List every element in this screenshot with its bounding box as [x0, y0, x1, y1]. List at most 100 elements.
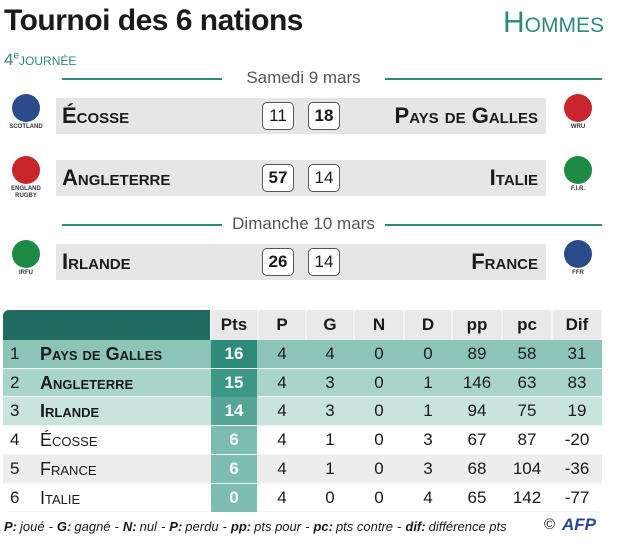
table-cell: 0 [423, 344, 433, 363]
table-cell: 0 [374, 344, 384, 363]
table-cell: 6 [211, 426, 257, 455]
away-team: Pays de Galles [394, 103, 538, 128]
legend-key: P: [169, 519, 183, 534]
match-band [56, 160, 546, 196]
logo-emblem [564, 240, 592, 268]
legend-text: pts pour [254, 519, 302, 534]
team-logo: IRFU [4, 240, 48, 286]
table-row [3, 426, 602, 454]
table-cell: 1 [423, 372, 433, 392]
team-logo: F.I.R. [556, 156, 600, 202]
legend-text: joué [20, 519, 45, 534]
rank: 5 [10, 458, 20, 478]
home-score: 57 [262, 164, 294, 192]
table-cell: 67 [467, 430, 487, 450]
table-cell: 83 [567, 372, 587, 392]
column-header: P [259, 310, 305, 340]
logo-emblem [12, 94, 40, 122]
table-cell: 1 [423, 401, 433, 421]
legend-key: pp: [230, 519, 252, 534]
logo-text: ENGLAND RUGBY [11, 186, 41, 199]
table-cell: -20 [564, 430, 590, 450]
round-suffix: e [13, 50, 20, 62]
table-cell: 19 [567, 401, 587, 421]
table-row [3, 397, 602, 426]
table-cell: 31 [567, 344, 587, 363]
table-row [3, 368, 602, 397]
table-cell: 58 [517, 344, 537, 363]
table-cell: 3 [423, 458, 433, 478]
credit: AFP [562, 515, 596, 534]
table-cell: 89 [467, 344, 487, 363]
logo-emblem [12, 156, 40, 184]
match-band [56, 244, 546, 280]
rank: 4 [10, 430, 20, 450]
away-score: 14 [308, 164, 340, 192]
column-header: D [405, 310, 451, 340]
logo-emblem [564, 94, 592, 122]
logo-emblem [564, 156, 592, 184]
table-cell: 4 [277, 458, 287, 478]
separator: - [305, 519, 310, 534]
table-cell: 3 [423, 430, 433, 450]
table-cell: 94 [467, 401, 487, 421]
round: 4ejournée [4, 50, 76, 70]
home-team: Irlande [62, 249, 131, 274]
table-cell: 68 [467, 458, 487, 478]
rank: 3 [10, 401, 20, 421]
table-cell: 4 [277, 487, 287, 507]
table-cell: 3 [325, 372, 335, 392]
column-header: Dif [553, 310, 601, 340]
legend-text: perdu [185, 519, 219, 534]
team-name: Irlande [40, 401, 100, 422]
legend-text: différence pts [428, 519, 507, 534]
away-score: 18 [308, 102, 340, 130]
table-cell: -36 [564, 458, 590, 478]
table-cell: 0 [374, 372, 384, 392]
column-header: Pts [211, 310, 257, 340]
table-cell: 14 [211, 397, 257, 426]
date-rule [385, 78, 602, 80]
home-team: Angleterre [62, 165, 171, 190]
table-cell: 0 [374, 430, 384, 450]
column-header: G [307, 310, 353, 340]
table-cell: 4 [325, 344, 335, 363]
table-cell: 146 [462, 372, 492, 392]
legend-text: nul [139, 519, 157, 534]
team-name: Écosse [40, 430, 98, 451]
legend-key: N: [122, 519, 137, 534]
team-name: Italie [40, 487, 81, 508]
table-row [3, 454, 602, 483]
footer-legend: P: joué - G: gagné - N: nul - P: perdu - pp: pts pour… [4, 519, 507, 534]
rank: 6 [10, 487, 20, 507]
table-cell: 6 [211, 454, 257, 483]
match-band [56, 98, 546, 134]
legend-text: gagné [74, 519, 111, 534]
column-header: pc [503, 310, 551, 340]
home-team: Écosse [62, 103, 130, 128]
round-label: journée [19, 50, 77, 69]
table-cell: 1 [325, 458, 335, 478]
away-score: 14 [308, 248, 340, 276]
table-cell: 4 [277, 401, 287, 421]
match-date: Samedi 9 mars [246, 68, 361, 87]
table-cell: 104 [512, 458, 542, 478]
table-cell: 65 [467, 487, 487, 507]
category: Hommes [503, 6, 604, 39]
home-score: 26 [262, 248, 294, 276]
table-cell: 16 [211, 340, 257, 368]
team-name: Angleterre [40, 372, 134, 393]
table-cell: -77 [564, 487, 590, 507]
separator: - [114, 519, 119, 534]
table-cell: 87 [517, 430, 537, 450]
separator: - [222, 519, 227, 534]
team-logo: SCOTLAND [4, 94, 48, 140]
logo-text: F.I.R. [570, 186, 585, 192]
separator: - [397, 519, 402, 534]
table-cell: 142 [512, 487, 542, 507]
away-team: France [471, 249, 538, 274]
rank: 2 [10, 372, 20, 392]
separator: - [160, 519, 166, 534]
table-cell: 0 [374, 458, 384, 478]
